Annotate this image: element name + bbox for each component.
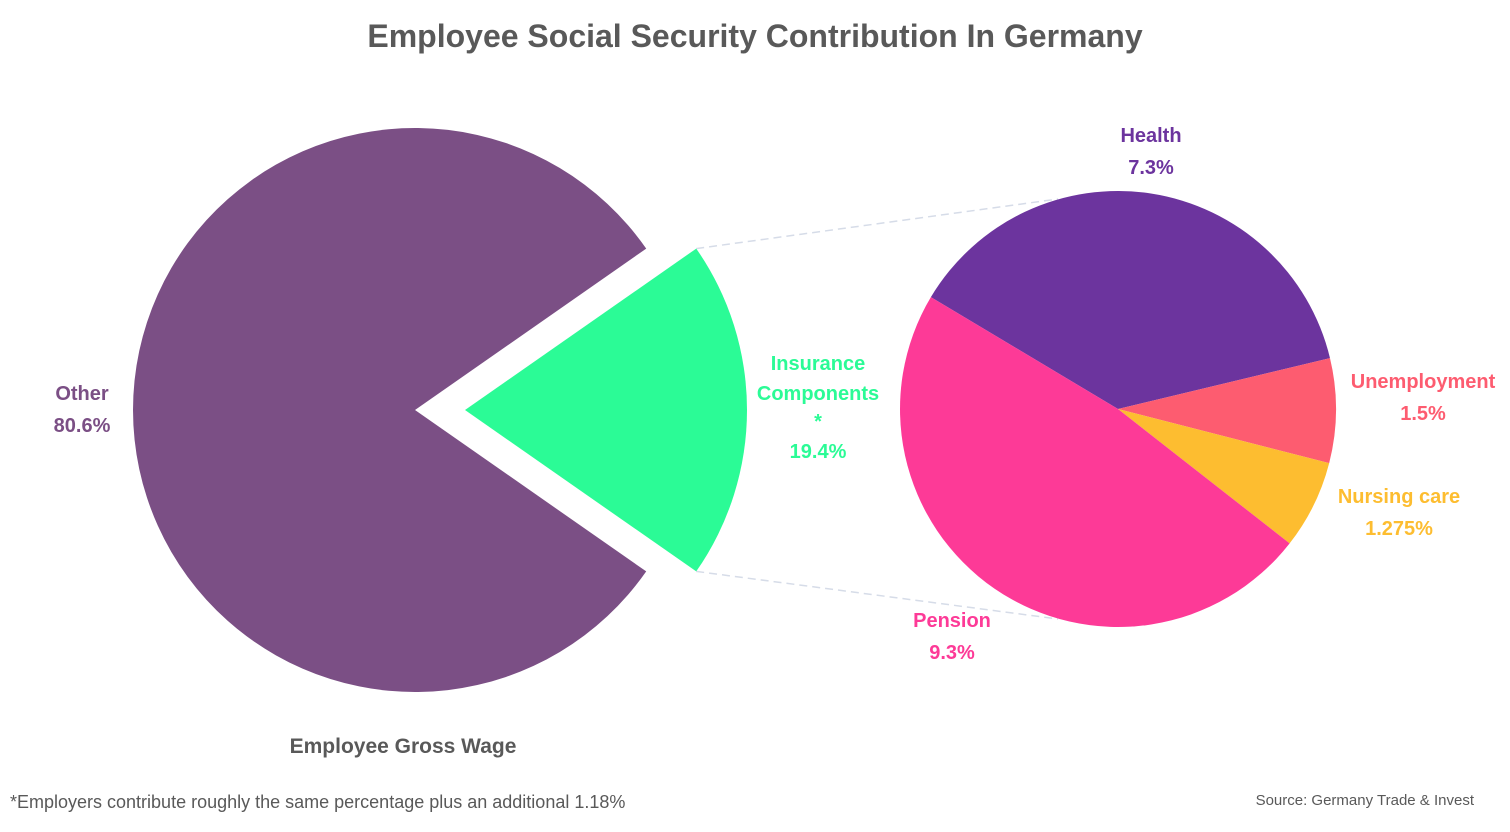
slice-label-insurance-line3: *	[814, 411, 822, 433]
slice-label-insurance-line2: Components	[756, 383, 880, 405]
slice-label-unemployment-name: Unemployment	[1350, 371, 1496, 393]
slice-label-other: Other 80.6%	[54, 378, 111, 442]
slice-label-pension: Pension 9.3%	[913, 605, 991, 669]
slice-label-nursing-care-value: 1.275%	[1365, 518, 1433, 540]
slice-label-pension-name: Pension	[913, 610, 991, 632]
main-pie-subtitle: Employee Gross Wage	[289, 735, 517, 758]
slice-label-other-value: 80.6%	[53, 415, 111, 437]
slice-label-nursing-care: Nursing care 1.275%	[1338, 481, 1460, 545]
connector-line-bottom	[696, 570, 1059, 620]
slice-label-insurance-value: 19.4%	[789, 441, 847, 463]
slice-label-other-name: Other	[55, 383, 109, 405]
connector-line-top	[696, 198, 1059, 250]
slice-label-health-name: Health	[1120, 125, 1182, 147]
slice-label-insurance-line1: Insurance	[770, 353, 866, 375]
pie-slice-pension	[900, 297, 1290, 627]
slice-label-insurance: Insurance Components * 19.4%	[757, 348, 879, 468]
pie-slice-nursing-care	[1118, 409, 1330, 544]
chart-title: Employee Social Security Contribution In…	[367, 18, 1143, 54]
pie-slice-health	[930, 190, 1330, 409]
slice-label-health: Health 7.3%	[1120, 120, 1181, 184]
slice-label-nursing-care-name: Nursing care	[1337, 486, 1461, 508]
main-pie	[133, 127, 748, 692]
slice-label-unemployment: Unemployment 1.5%	[1351, 366, 1495, 430]
detail-pie	[900, 190, 1337, 627]
pie-slice-insurance-components	[465, 248, 748, 572]
pie-slice-unemployment	[1118, 358, 1337, 464]
pie-slice-other	[133, 127, 647, 692]
slice-label-unemployment-value: 1.5%	[1400, 403, 1446, 425]
connector-lines	[696, 198, 1059, 620]
source-note: Source: Germany Trade & Invest	[1255, 792, 1474, 809]
slice-label-pension-value: 9.3%	[929, 642, 975, 664]
footnote: *Employers contribute roughly the same p…	[10, 792, 626, 812]
slice-label-health-value: 7.3%	[1128, 157, 1174, 179]
